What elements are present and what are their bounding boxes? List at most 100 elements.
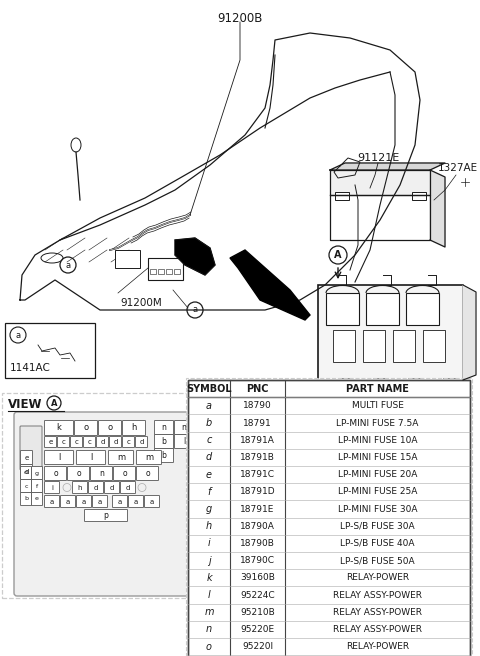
Text: o: o bbox=[76, 469, 81, 478]
Text: 18790: 18790 bbox=[243, 401, 272, 410]
Bar bbox=[393, 330, 415, 362]
FancyBboxPatch shape bbox=[144, 495, 159, 508]
Text: LP-S/B FUSE 40A: LP-S/B FUSE 40A bbox=[340, 539, 415, 548]
Text: LP-MINI FUSE 15A: LP-MINI FUSE 15A bbox=[338, 453, 417, 462]
Text: 18791A: 18791A bbox=[240, 436, 275, 445]
FancyBboxPatch shape bbox=[84, 436, 96, 447]
Text: VIEW: VIEW bbox=[8, 398, 43, 411]
Text: PART NAME: PART NAME bbox=[346, 384, 409, 394]
Text: h: h bbox=[78, 485, 82, 491]
FancyBboxPatch shape bbox=[60, 495, 75, 508]
FancyBboxPatch shape bbox=[14, 412, 212, 596]
Bar bbox=[186, 378, 472, 656]
Text: RELAY-POWER: RELAY-POWER bbox=[346, 642, 409, 651]
Text: 39160B: 39160B bbox=[240, 573, 275, 583]
FancyBboxPatch shape bbox=[45, 451, 73, 464]
Text: k: k bbox=[57, 424, 61, 432]
Text: m: m bbox=[117, 453, 125, 462]
FancyBboxPatch shape bbox=[72, 482, 87, 493]
FancyBboxPatch shape bbox=[175, 420, 193, 434]
Text: c: c bbox=[87, 439, 91, 445]
Bar bbox=[318, 285, 463, 380]
Bar bbox=[408, 378, 420, 392]
FancyBboxPatch shape bbox=[84, 510, 128, 522]
FancyBboxPatch shape bbox=[21, 451, 33, 464]
FancyBboxPatch shape bbox=[32, 493, 43, 506]
Text: 18791B: 18791B bbox=[240, 453, 275, 462]
Text: o: o bbox=[53, 469, 58, 478]
FancyBboxPatch shape bbox=[105, 482, 120, 493]
Text: 1327AE: 1327AE bbox=[438, 163, 478, 173]
Text: A: A bbox=[51, 398, 57, 407]
Text: a: a bbox=[134, 499, 138, 504]
Text: b: b bbox=[24, 497, 28, 501]
FancyBboxPatch shape bbox=[155, 449, 173, 462]
Polygon shape bbox=[175, 238, 215, 275]
Text: b: b bbox=[162, 437, 167, 446]
FancyBboxPatch shape bbox=[136, 466, 158, 480]
Text: c: c bbox=[24, 483, 28, 489]
Text: 95224C: 95224C bbox=[240, 590, 275, 600]
Bar bbox=[338, 378, 350, 392]
Text: a: a bbox=[15, 331, 21, 340]
Text: 18791C: 18791C bbox=[240, 470, 275, 479]
Text: i: i bbox=[51, 485, 53, 491]
Text: h: h bbox=[206, 522, 212, 531]
Text: LP-MINI FUSE 25A: LP-MINI FUSE 25A bbox=[338, 487, 417, 497]
Bar bbox=[412, 192, 426, 200]
FancyBboxPatch shape bbox=[120, 482, 135, 493]
FancyBboxPatch shape bbox=[108, 451, 133, 464]
Text: 91200M: 91200M bbox=[120, 298, 162, 308]
Bar bbox=[366, 293, 399, 325]
Text: c: c bbox=[74, 439, 78, 445]
Text: SYMBOL: SYMBOL bbox=[186, 384, 232, 394]
Text: 95220I: 95220I bbox=[242, 642, 273, 651]
Text: h: h bbox=[132, 424, 137, 432]
Text: MULTI FUSE: MULTI FUSE bbox=[351, 401, 403, 410]
Text: 91121E: 91121E bbox=[357, 153, 399, 163]
Circle shape bbox=[460, 177, 470, 187]
Text: n: n bbox=[162, 423, 167, 432]
Text: g: g bbox=[35, 470, 39, 476]
Text: 18791: 18791 bbox=[243, 419, 272, 428]
Text: LP-MINI FUSE 20A: LP-MINI FUSE 20A bbox=[338, 470, 417, 479]
Text: 18791D: 18791D bbox=[240, 487, 276, 497]
Text: LP-MINI FUSE 30A: LP-MINI FUSE 30A bbox=[338, 504, 417, 514]
Text: m: m bbox=[204, 607, 214, 617]
FancyBboxPatch shape bbox=[91, 466, 112, 480]
Text: c: c bbox=[127, 439, 131, 445]
Text: m: m bbox=[145, 453, 153, 462]
Text: k: k bbox=[206, 573, 212, 583]
FancyBboxPatch shape bbox=[32, 480, 43, 493]
Text: e: e bbox=[206, 470, 212, 480]
Text: p: p bbox=[104, 511, 108, 520]
FancyBboxPatch shape bbox=[45, 436, 57, 447]
FancyBboxPatch shape bbox=[122, 436, 134, 447]
Text: 18791E: 18791E bbox=[240, 504, 275, 514]
FancyBboxPatch shape bbox=[88, 482, 104, 493]
Polygon shape bbox=[330, 195, 430, 240]
FancyBboxPatch shape bbox=[112, 495, 128, 508]
Text: o: o bbox=[206, 642, 212, 651]
Text: o: o bbox=[122, 469, 127, 478]
FancyBboxPatch shape bbox=[98, 420, 121, 436]
Text: 18790B: 18790B bbox=[240, 539, 275, 548]
Bar bbox=[148, 258, 183, 280]
FancyBboxPatch shape bbox=[74, 420, 97, 436]
Text: l: l bbox=[58, 453, 60, 462]
Bar bbox=[406, 293, 439, 325]
Text: e: e bbox=[48, 439, 53, 445]
Bar bbox=[115, 250, 140, 268]
Text: 18790C: 18790C bbox=[240, 556, 275, 565]
Text: A: A bbox=[334, 250, 342, 260]
Bar bbox=[188, 380, 470, 656]
Polygon shape bbox=[230, 250, 310, 320]
Text: d: d bbox=[24, 468, 29, 474]
Text: LP-S/B FUSE 30A: LP-S/B FUSE 30A bbox=[340, 522, 415, 531]
FancyBboxPatch shape bbox=[45, 420, 73, 436]
Text: PNC: PNC bbox=[246, 384, 269, 394]
Text: RELAY ASSY-POWER: RELAY ASSY-POWER bbox=[333, 607, 422, 617]
Text: n: n bbox=[99, 469, 104, 478]
Text: RELAY-POWER: RELAY-POWER bbox=[346, 573, 409, 583]
Text: RELAY ASSY-POWER: RELAY ASSY-POWER bbox=[333, 590, 422, 600]
